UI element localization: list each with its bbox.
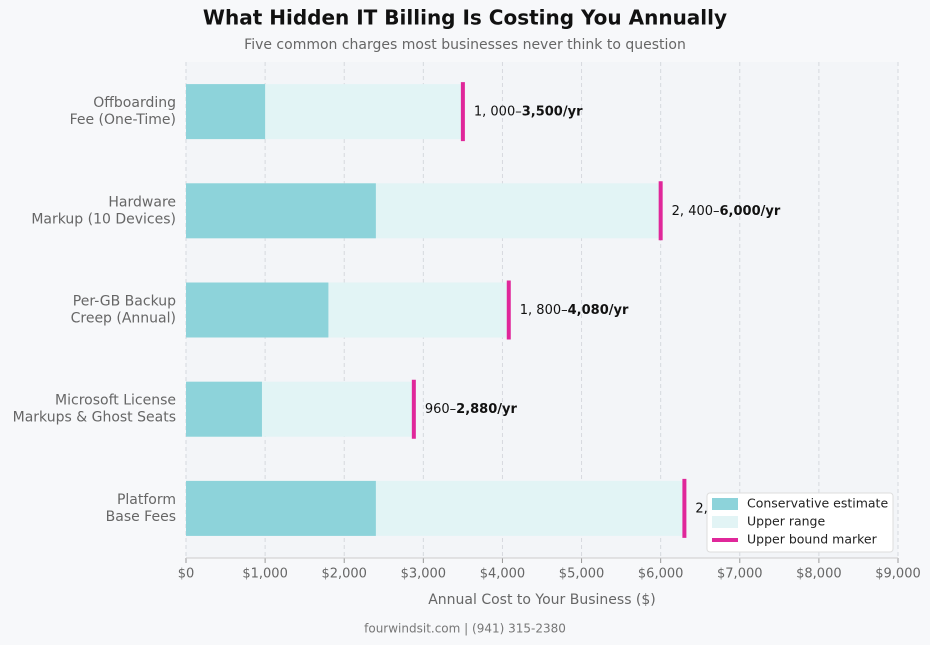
x-tick-label: $1,000 [242, 567, 288, 582]
y-tick-line: Offboarding [93, 95, 176, 111]
footer: fourwindsit.com | (941) 315-2380 [364, 622, 566, 636]
y-tick-label: Per-GB Backup Creep (Annual) [71, 294, 177, 327]
value-label: 1, 800–4,080/yr [520, 303, 629, 318]
value-label-high: 3,500/yr [522, 104, 583, 119]
y-tick-line: Per-GB Backup [73, 294, 176, 310]
value-label-low: 1, 800– [520, 303, 568, 318]
value-label: 960–2,880/yr [425, 402, 518, 417]
y-tick-label: Offboarding Fee (One-Time) [70, 95, 176, 128]
y-tick-line: Microsoft License [55, 393, 176, 409]
x-tick-label: $6,000 [638, 567, 684, 582]
legend-label: Upper bound marker [747, 532, 878, 547]
x-axis-title: Annual Cost to Your Business ($) [428, 592, 656, 608]
bar-conservative [186, 183, 376, 239]
value-label-low: 1, 000– [474, 104, 522, 119]
chart-title: What Hidden IT Billing Is Costing You An… [203, 6, 727, 30]
bar-conservative [186, 480, 376, 536]
legend-label: Conservative estimate [747, 496, 888, 511]
value-label-high: 2,880/yr [456, 402, 517, 417]
value-label-low: 2, 400– [672, 203, 720, 218]
x-tick-label: $3,000 [401, 567, 447, 582]
value-label: 2, 400–6,000/yr [672, 203, 781, 218]
y-tick-line: Fee (One-Time) [70, 112, 176, 128]
y-tick-line: Creep (Annual) [71, 311, 176, 327]
x-tick-label: $7,000 [717, 567, 763, 582]
x-tick-label: $4,000 [480, 567, 526, 582]
y-tick-label: Microsoft License Markups & Ghost Seats [13, 393, 176, 426]
y-tick-line: Markup (10 Devices) [31, 211, 176, 227]
legend-label: Upper range [747, 514, 825, 529]
legend-swatch [712, 516, 738, 528]
y-tick-line: Hardware [108, 194, 176, 210]
legend-swatch [712, 498, 738, 510]
value-label-low: 960– [425, 402, 456, 417]
value-label: 1, 000–3,500/yr [474, 104, 583, 119]
y-tick-label: Hardware Markup (10 Devices) [31, 194, 176, 227]
legend-box [706, 492, 894, 553]
y-tick-label: Platform Base Fees [106, 492, 176, 525]
value-label-high: 6,000/yr [720, 203, 781, 218]
x-tick-label: $8,000 [796, 567, 842, 582]
value-label-high: 4,080/yr [568, 303, 629, 318]
bar-conservative [186, 282, 329, 338]
x-tick-label: $0 [178, 567, 195, 582]
x-tick-label: $5,000 [559, 567, 605, 582]
x-tick-label: $2,000 [321, 567, 367, 582]
y-tick-line: Base Fees [106, 509, 176, 525]
x-tick-label: $9,000 [875, 567, 921, 582]
chart-subtitle: Five common charges most businesses neve… [244, 37, 686, 53]
y-tick-line: Platform [117, 492, 176, 508]
y-tick-line: Markups & Ghost Seats [13, 410, 176, 426]
bar-conservative [186, 84, 266, 140]
bar-conservative [186, 381, 262, 437]
